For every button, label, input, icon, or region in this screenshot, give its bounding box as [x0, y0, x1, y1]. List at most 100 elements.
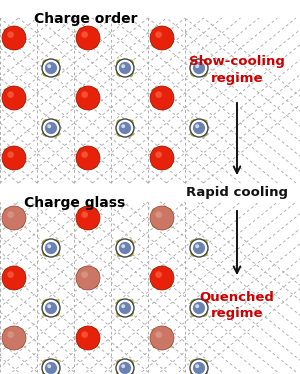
Circle shape — [81, 151, 88, 158]
Circle shape — [201, 370, 207, 374]
Circle shape — [7, 211, 14, 218]
Circle shape — [117, 60, 123, 66]
Circle shape — [165, 88, 172, 95]
Circle shape — [152, 328, 159, 335]
Circle shape — [17, 208, 24, 215]
Circle shape — [78, 88, 85, 95]
Circle shape — [121, 304, 125, 308]
Circle shape — [165, 208, 172, 215]
Circle shape — [117, 240, 123, 246]
Circle shape — [201, 120, 207, 126]
Circle shape — [7, 151, 14, 158]
Circle shape — [53, 370, 59, 374]
Circle shape — [191, 60, 197, 66]
Circle shape — [190, 359, 208, 374]
Text: Charge glass: Charge glass — [24, 196, 126, 210]
Circle shape — [45, 122, 57, 134]
Circle shape — [127, 60, 133, 66]
Circle shape — [76, 326, 100, 350]
Circle shape — [17, 268, 24, 275]
Circle shape — [2, 146, 26, 170]
Circle shape — [165, 268, 172, 275]
Circle shape — [165, 328, 172, 335]
Circle shape — [91, 328, 98, 335]
Circle shape — [78, 328, 85, 335]
Circle shape — [201, 130, 207, 136]
Circle shape — [193, 122, 205, 134]
Circle shape — [165, 28, 172, 35]
Circle shape — [43, 130, 49, 136]
Circle shape — [4, 148, 11, 155]
Circle shape — [195, 244, 199, 248]
Circle shape — [155, 211, 162, 218]
Circle shape — [78, 28, 85, 35]
Circle shape — [4, 328, 11, 335]
Circle shape — [119, 122, 131, 134]
Circle shape — [155, 151, 162, 158]
Circle shape — [76, 206, 100, 230]
Text: Rapid cooling: Rapid cooling — [186, 186, 288, 199]
Circle shape — [42, 59, 60, 77]
Circle shape — [191, 240, 197, 246]
Circle shape — [17, 281, 24, 288]
Circle shape — [127, 250, 133, 256]
Circle shape — [117, 310, 123, 316]
Circle shape — [53, 120, 59, 126]
Circle shape — [4, 88, 11, 95]
Circle shape — [195, 64, 199, 68]
Circle shape — [43, 310, 49, 316]
Circle shape — [152, 88, 159, 95]
Circle shape — [43, 70, 49, 76]
Circle shape — [78, 101, 85, 108]
Circle shape — [7, 31, 14, 38]
Circle shape — [43, 240, 49, 246]
Circle shape — [78, 41, 85, 48]
Circle shape — [201, 310, 207, 316]
Circle shape — [53, 60, 59, 66]
Circle shape — [201, 60, 207, 66]
Circle shape — [42, 359, 60, 374]
Circle shape — [91, 281, 98, 288]
Circle shape — [47, 304, 51, 308]
Circle shape — [43, 60, 49, 66]
Circle shape — [119, 302, 131, 314]
Circle shape — [117, 300, 123, 306]
Circle shape — [91, 148, 98, 155]
Circle shape — [4, 221, 11, 228]
Circle shape — [127, 120, 133, 126]
Circle shape — [47, 364, 51, 368]
Circle shape — [152, 268, 159, 275]
Circle shape — [2, 326, 26, 350]
Circle shape — [152, 28, 159, 35]
Circle shape — [43, 120, 49, 126]
Circle shape — [150, 266, 174, 290]
Circle shape — [53, 70, 59, 76]
Circle shape — [152, 208, 159, 215]
Circle shape — [4, 161, 11, 168]
Circle shape — [127, 370, 133, 374]
Circle shape — [91, 341, 98, 348]
Circle shape — [191, 310, 197, 316]
Circle shape — [190, 239, 208, 257]
Circle shape — [190, 59, 208, 77]
Circle shape — [78, 161, 85, 168]
Circle shape — [91, 41, 98, 48]
Circle shape — [190, 119, 208, 137]
Circle shape — [117, 250, 123, 256]
Circle shape — [201, 360, 207, 366]
Circle shape — [7, 271, 14, 278]
Circle shape — [81, 31, 88, 38]
Circle shape — [165, 281, 172, 288]
Circle shape — [191, 370, 197, 374]
Circle shape — [2, 266, 26, 290]
Circle shape — [45, 302, 57, 314]
Circle shape — [152, 148, 159, 155]
Circle shape — [117, 360, 123, 366]
Circle shape — [119, 242, 131, 254]
Circle shape — [191, 300, 197, 306]
Circle shape — [152, 221, 159, 228]
Circle shape — [53, 240, 59, 246]
Circle shape — [53, 310, 59, 316]
Circle shape — [91, 101, 98, 108]
Circle shape — [76, 86, 100, 110]
